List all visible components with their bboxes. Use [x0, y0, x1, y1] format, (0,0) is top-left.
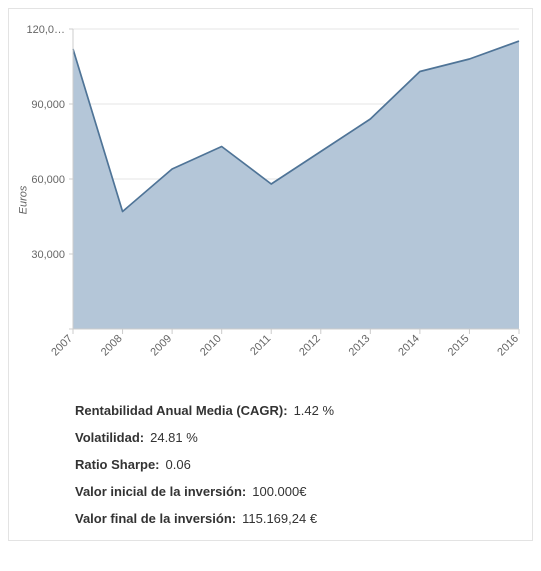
line-chart-svg: 30,00060,00090,000120,0…2007200820092010… [15, 15, 526, 385]
y-tick-label: 120,0… [26, 24, 65, 36]
stat-label: Volatilidad: [75, 430, 144, 445]
y-tick-label: 60,000 [31, 174, 65, 186]
stat-row: Valor inicial de la inversión: 100.000€ [75, 484, 526, 499]
stat-row: Valor final de la inversión: 115.169,24 € [75, 511, 526, 526]
y-axis-label: Euros [17, 186, 29, 215]
stat-value: 100.000€ [252, 484, 306, 499]
stat-label: Valor inicial de la inversión: [75, 484, 246, 499]
stat-value: 24.81 % [150, 430, 198, 445]
stat-label: Ratio Sharpe: [75, 457, 160, 472]
stat-row: Volatilidad: 24.81 % [75, 430, 526, 445]
stat-value: 115.169,24 € [242, 511, 317, 526]
stat-row: Ratio Sharpe: 0.06 [75, 457, 526, 472]
stats-block: Rentabilidad Anual Media (CAGR): 1.42 % Vo… [15, 385, 526, 526]
chart-area: Euros 30,00060,00090,000120,0…2007200820… [15, 15, 526, 385]
stat-value: 0.06 [166, 457, 191, 472]
y-tick-label: 30,000 [31, 249, 65, 261]
stat-value: 1.42 % [294, 403, 334, 418]
y-tick-label: 90,000 [31, 99, 65, 111]
stat-label: Rentabilidad Anual Media (CAGR): [75, 403, 288, 418]
investment-card: Euros 30,00060,00090,000120,0…2007200820… [8, 8, 533, 541]
stat-row: Rentabilidad Anual Media (CAGR): 1.42 % [75, 403, 526, 418]
stat-label: Valor final de la inversión: [75, 511, 236, 526]
